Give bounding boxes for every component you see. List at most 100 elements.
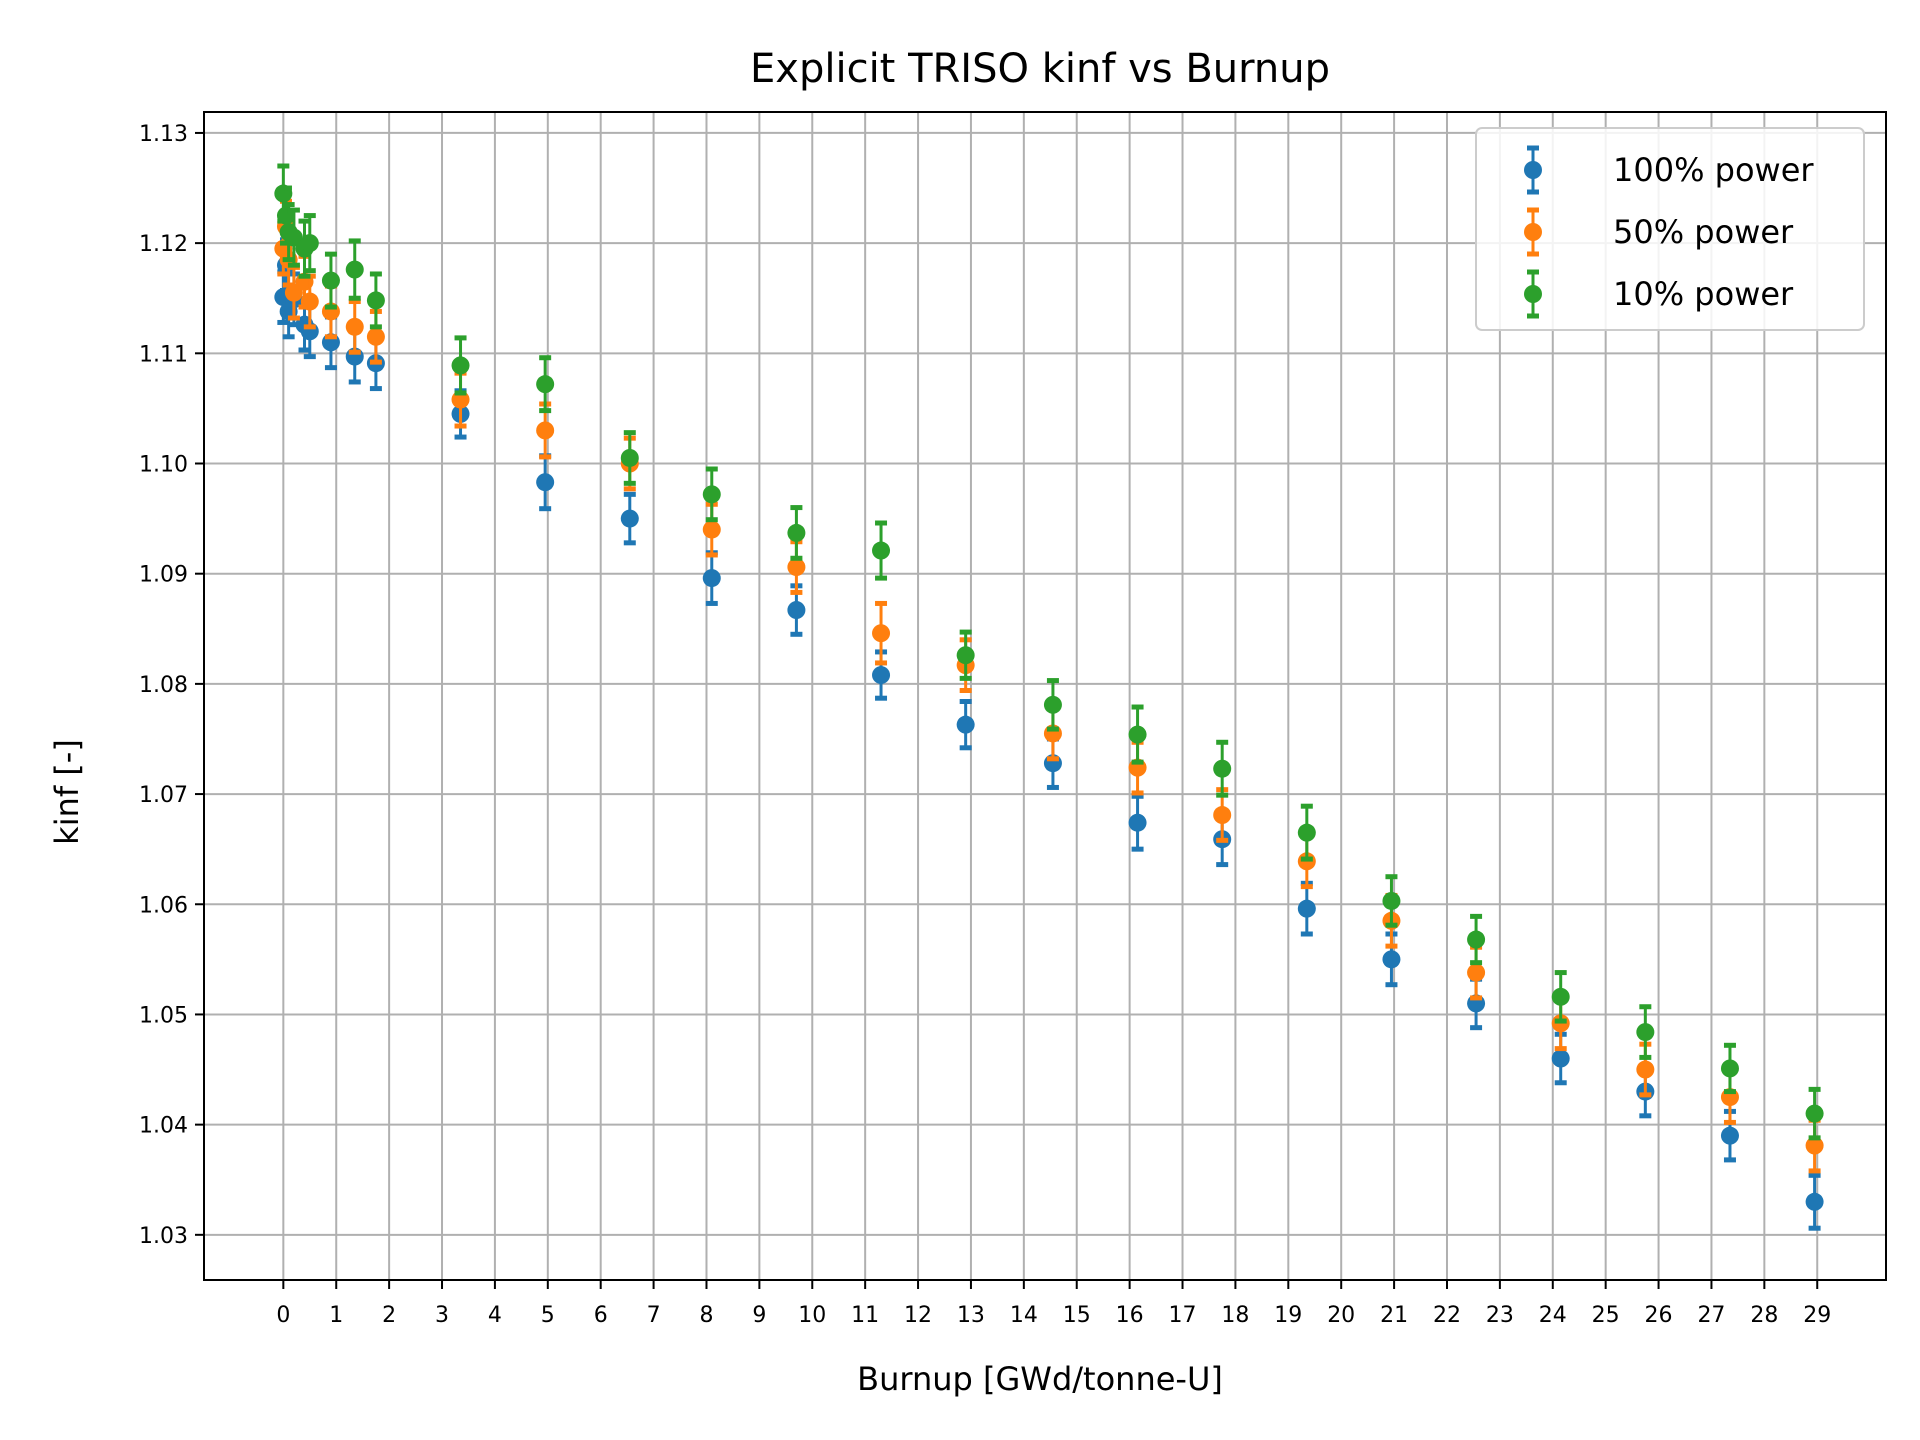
data-point xyxy=(1636,1060,1655,1079)
x-tick-label: 20 xyxy=(1327,1303,1355,1328)
x-tick-label: 15 xyxy=(1063,1303,1091,1328)
axes xyxy=(195,111,1887,1289)
data-point xyxy=(1297,823,1316,842)
chart-title: Explicit TRISO kinf vs Burnup xyxy=(750,46,1330,92)
data-points xyxy=(274,163,1824,1231)
data-point xyxy=(787,523,806,542)
x-tick-label: 8 xyxy=(699,1303,713,1328)
data-point xyxy=(1128,813,1147,832)
x-tick-label: 2 xyxy=(382,1303,396,1328)
data-point xyxy=(536,375,555,394)
grid-lines xyxy=(204,112,1886,1280)
data-point xyxy=(872,624,891,643)
data-point xyxy=(1128,725,1147,744)
y-tick-label: 1.13 xyxy=(139,122,188,147)
data-point xyxy=(300,292,319,311)
data-point xyxy=(1213,759,1232,778)
y-tick-label: 1.07 xyxy=(139,783,188,808)
x-tick-label: 17 xyxy=(1169,1303,1197,1328)
x-tick-label: 16 xyxy=(1116,1303,1144,1328)
data-point xyxy=(1382,891,1401,910)
data-point xyxy=(1805,1192,1824,1211)
data-point xyxy=(366,327,385,346)
y-tick-label: 1.09 xyxy=(139,563,188,588)
legend-label: 10% power xyxy=(1613,275,1794,313)
x-tick-label: 29 xyxy=(1803,1303,1831,1328)
x-tick-label: 5 xyxy=(541,1303,555,1328)
data-point xyxy=(300,234,319,253)
x-tick-label: 11 xyxy=(851,1303,879,1328)
data-point xyxy=(345,317,364,336)
x-tick-label: 21 xyxy=(1380,1303,1408,1328)
x-tick-label: 22 xyxy=(1433,1303,1461,1328)
data-point xyxy=(1297,899,1316,918)
data-point xyxy=(1805,1136,1824,1155)
data-point xyxy=(956,646,975,665)
data-point xyxy=(345,260,364,279)
x-tick-label: 12 xyxy=(904,1303,932,1328)
x-tick-label: 6 xyxy=(594,1303,608,1328)
y-axis-label: kinf [-] xyxy=(48,739,86,845)
series-3 xyxy=(274,163,1824,1141)
y-tick-label: 1.12 xyxy=(139,232,188,257)
data-point xyxy=(1720,1059,1739,1078)
legend-label: 100% power xyxy=(1613,151,1814,189)
data-point xyxy=(1467,930,1486,949)
data-point xyxy=(956,715,975,734)
data-point xyxy=(451,356,470,375)
data-point xyxy=(1805,1104,1824,1123)
data-point xyxy=(1720,1126,1739,1145)
data-point xyxy=(1467,963,1486,982)
data-point xyxy=(872,541,891,560)
x-tick-label: 14 xyxy=(1010,1303,1038,1328)
x-tick-label: 4 xyxy=(488,1303,502,1328)
data-point xyxy=(1382,950,1401,969)
x-tick-label: 1 xyxy=(329,1303,343,1328)
legend-marker xyxy=(1524,285,1542,303)
x-tick-label: 26 xyxy=(1645,1303,1673,1328)
data-point xyxy=(536,421,555,440)
x-tick-label: 25 xyxy=(1592,1303,1620,1328)
plot-frame xyxy=(203,111,1887,1281)
x-tick-label: 9 xyxy=(752,1303,766,1328)
legend-marker xyxy=(1524,161,1542,179)
x-tick-label: 18 xyxy=(1221,1303,1249,1328)
x-axis-label: Burnup [GWd/tonne-U] xyxy=(857,1360,1223,1398)
data-point xyxy=(702,485,721,504)
legend-label: 50% power xyxy=(1613,213,1794,251)
data-point xyxy=(702,569,721,588)
y-tick-label: 1.03 xyxy=(139,1224,188,1249)
y-tick-label: 1.06 xyxy=(139,893,188,918)
legend-entry: 10% power xyxy=(1524,269,1794,319)
data-point xyxy=(1213,806,1232,825)
data-point xyxy=(620,509,639,528)
x-tick-label: 23 xyxy=(1486,1303,1514,1328)
x-tick-label: 24 xyxy=(1539,1303,1567,1328)
x-tick-label: 10 xyxy=(798,1303,826,1328)
y-tick-label: 1.05 xyxy=(139,1003,188,1028)
data-point xyxy=(872,666,891,685)
x-tick-label: 13 xyxy=(957,1303,985,1328)
legend-marker xyxy=(1524,223,1542,241)
x-tick-label: 3 xyxy=(435,1303,449,1328)
x-tick-label: 27 xyxy=(1697,1303,1725,1328)
data-point xyxy=(787,601,806,620)
legend: 100% power 50% power 10% power xyxy=(1475,127,1865,331)
x-tick-label: 0 xyxy=(276,1303,290,1328)
data-point xyxy=(1636,1023,1655,1042)
data-point xyxy=(1551,987,1570,1006)
data-point xyxy=(536,473,555,492)
x-tick-label: 19 xyxy=(1274,1303,1302,1328)
data-point xyxy=(787,558,806,577)
data-point xyxy=(620,448,639,467)
data-point xyxy=(702,520,721,539)
legend-box xyxy=(1475,127,1865,331)
x-tick-label: 28 xyxy=(1750,1303,1778,1328)
data-point xyxy=(1043,695,1062,714)
y-tick-label: 1.10 xyxy=(139,453,188,478)
data-point xyxy=(321,271,340,290)
data-point xyxy=(1551,1049,1570,1068)
data-point xyxy=(366,291,385,310)
y-tick-label: 1.04 xyxy=(139,1114,188,1139)
